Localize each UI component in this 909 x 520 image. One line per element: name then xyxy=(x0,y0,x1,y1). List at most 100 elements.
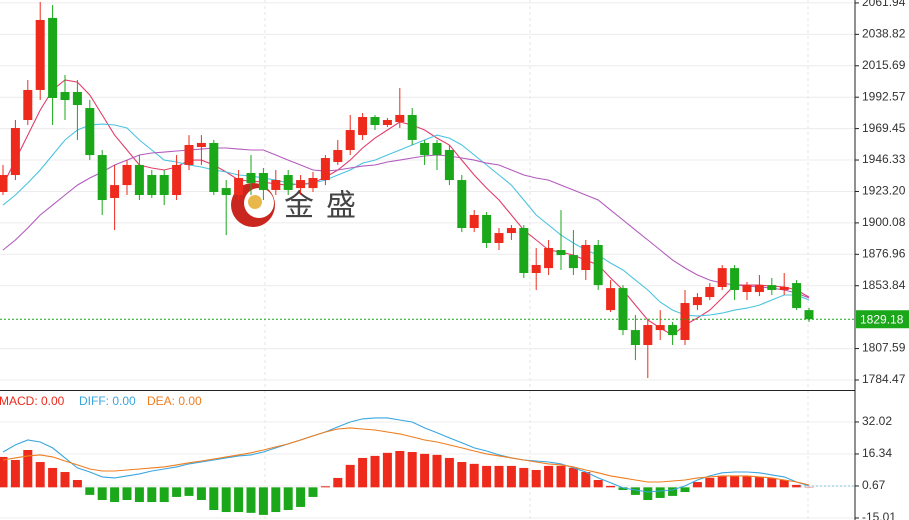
candle-body xyxy=(48,17,58,98)
candle-body xyxy=(234,178,244,195)
macd-bar xyxy=(482,465,492,488)
candle-body xyxy=(506,228,516,234)
y-tick-label: 1992.57 xyxy=(862,89,906,103)
candle-body xyxy=(457,180,467,229)
macd-bar xyxy=(122,487,132,500)
macd-bar xyxy=(85,487,95,495)
candle-body xyxy=(370,117,380,126)
macd-bar xyxy=(97,487,107,500)
macd-bar xyxy=(358,457,368,488)
candle-body xyxy=(568,255,578,269)
macd-bar xyxy=(544,465,554,488)
candle-body xyxy=(283,175,293,190)
y-tick-label: 2015.69 xyxy=(862,58,906,72)
legend-dea: DEA: 0.00 xyxy=(147,394,202,408)
candle-body xyxy=(35,19,45,90)
y-tick-label: 1853.84 xyxy=(862,278,906,292)
candle-body xyxy=(482,214,492,243)
candle-body xyxy=(643,325,653,346)
candle-body xyxy=(618,288,628,331)
candle-body xyxy=(593,245,603,286)
candle-body xyxy=(72,91,82,106)
macd-bar xyxy=(606,485,616,488)
y-tick-label: 1876.96 xyxy=(862,246,906,260)
legend-diff: DIFF: 0.00 xyxy=(79,394,136,408)
candle-body xyxy=(668,325,678,336)
candle-body xyxy=(469,214,479,229)
macd-bar xyxy=(754,476,764,488)
macd-bar xyxy=(134,487,144,503)
macd-bar xyxy=(705,477,715,488)
candle-body xyxy=(792,283,802,309)
macd-bar xyxy=(494,465,504,488)
macd-bar xyxy=(23,449,33,488)
y-tick-label: 2061.94 xyxy=(862,0,906,9)
candle-body xyxy=(382,119,392,126)
candle-body xyxy=(544,247,554,269)
y-tick-label: 1923.20 xyxy=(862,184,906,198)
macd-bar xyxy=(581,472,591,488)
candle-body xyxy=(779,286,789,290)
y-tick-label: 32.02 xyxy=(862,414,892,428)
candle-body xyxy=(705,286,715,298)
macd-bar xyxy=(296,487,306,507)
macd-bar xyxy=(407,452,417,488)
candle-body xyxy=(407,114,417,140)
candle-body xyxy=(184,144,194,165)
candle-body xyxy=(97,155,107,201)
y-tick-label: 16.34 xyxy=(862,446,892,460)
macd-bar xyxy=(320,486,330,488)
candle-body xyxy=(0,175,8,193)
candle-body xyxy=(767,285,777,290)
macd-bar xyxy=(395,450,405,488)
y-tick-label: 0.67 xyxy=(862,478,886,492)
macd-bar xyxy=(370,455,380,488)
moving-average xyxy=(2,123,810,317)
macd-bar xyxy=(593,479,603,488)
macd-bar xyxy=(556,465,566,488)
candle-body xyxy=(308,178,318,189)
candle-body xyxy=(333,150,343,162)
candle-body xyxy=(680,303,690,340)
y-tick-label: 1946.33 xyxy=(862,152,906,166)
macd-bar xyxy=(234,487,244,513)
candle-body xyxy=(581,245,591,271)
candle-body xyxy=(209,142,219,193)
macd-bar xyxy=(246,487,256,513)
candle-body xyxy=(531,264,541,273)
macd-bar xyxy=(717,475,727,488)
macd-bar xyxy=(630,487,640,495)
macd-bar xyxy=(258,487,268,515)
macd-bar xyxy=(283,487,293,510)
watermark-text: 金盛 xyxy=(284,189,368,224)
candle-body xyxy=(655,325,665,331)
candle-body xyxy=(134,164,144,195)
macd-bar xyxy=(668,487,678,496)
macd-bar xyxy=(742,475,752,488)
candle-body xyxy=(271,180,281,190)
candle-body xyxy=(692,297,702,306)
macd-bar xyxy=(680,487,690,493)
candle-body xyxy=(395,114,405,123)
macd-bar xyxy=(10,459,20,488)
candle-body xyxy=(221,188,231,195)
macd-bar xyxy=(643,487,653,500)
macd-bar xyxy=(172,487,182,497)
y-tick-label: 1900.08 xyxy=(862,215,906,229)
candle-body xyxy=(159,175,169,195)
macd-bar xyxy=(48,467,58,488)
macd-bar xyxy=(792,484,802,488)
macd-bar xyxy=(0,456,8,488)
candle-body xyxy=(556,250,566,256)
candle-body xyxy=(804,310,814,320)
candle-body xyxy=(147,175,157,195)
candle-body xyxy=(754,285,764,293)
macd-bar xyxy=(531,469,541,488)
macd-bar xyxy=(568,467,578,488)
macd-bar xyxy=(432,454,442,488)
macd-bar xyxy=(506,465,516,488)
candle-body xyxy=(606,288,616,311)
macd-bar xyxy=(345,464,355,488)
